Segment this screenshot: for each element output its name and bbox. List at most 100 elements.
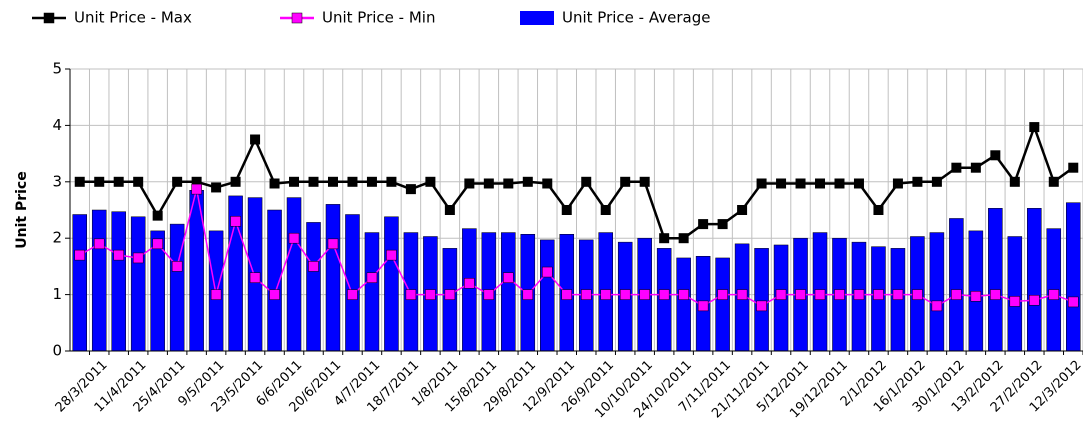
marker (619, 289, 631, 300)
marker (912, 289, 923, 300)
marker (834, 178, 845, 189)
marker (561, 205, 572, 215)
marker (386, 249, 397, 261)
marker (620, 176, 631, 187)
legend-label: Unit Price - Max (74, 9, 192, 27)
marker (1048, 176, 1059, 187)
marker (776, 178, 787, 189)
bar (364, 232, 380, 352)
legend-marker (43, 12, 55, 24)
marker (444, 289, 456, 300)
marker (191, 183, 202, 195)
marker (775, 289, 787, 300)
marker (327, 176, 338, 187)
marker (717, 289, 728, 300)
marker (1029, 122, 1040, 133)
marker (1068, 162, 1079, 173)
marker (483, 289, 495, 300)
marker (639, 176, 650, 187)
marker (756, 300, 767, 312)
y-tick-label: 4 (52, 116, 62, 134)
marker (152, 210, 163, 221)
y-tick-label: 0 (52, 342, 62, 360)
marker (269, 178, 280, 189)
marker (990, 289, 1001, 300)
y-axis-label: Unit Price (14, 171, 30, 248)
marker (697, 300, 709, 312)
line (79, 123, 1074, 240)
marker (132, 252, 144, 264)
bar (676, 257, 691, 352)
marker (503, 178, 514, 189)
marker (366, 272, 378, 283)
marker (1009, 296, 1021, 307)
marker (152, 238, 163, 250)
marker (580, 289, 592, 300)
bar (325, 204, 341, 352)
marker (912, 176, 923, 187)
bar (72, 214, 88, 352)
marker (308, 176, 319, 187)
marker (425, 176, 436, 187)
bar (968, 230, 984, 352)
marker (892, 289, 904, 300)
bar (130, 216, 146, 352)
bar (715, 257, 730, 352)
marker (1009, 176, 1020, 187)
bar (91, 209, 107, 352)
marker (483, 178, 494, 189)
marker (717, 219, 728, 230)
marker (658, 289, 670, 300)
marker (230, 216, 241, 227)
bar (169, 223, 185, 352)
bar (949, 218, 964, 352)
legend-swatch (520, 11, 554, 25)
marker (990, 150, 1001, 161)
marker (678, 233, 689, 244)
marker (581, 176, 592, 187)
marker (873, 205, 884, 215)
marker (230, 176, 241, 187)
bar (988, 208, 1003, 352)
legend-label: Unit Price - Min (322, 9, 435, 27)
marker (814, 289, 826, 300)
marker (347, 289, 358, 300)
marker (210, 289, 222, 300)
marker (815, 178, 826, 189)
marker (1068, 296, 1079, 308)
marker (74, 176, 85, 187)
marker (542, 178, 553, 189)
marker (250, 134, 261, 145)
legend-label: Unit Price - Average (562, 9, 710, 27)
marker (678, 289, 689, 300)
bar (306, 222, 321, 352)
marker (405, 184, 416, 195)
marker (94, 176, 105, 187)
y-tick-label: 1 (52, 285, 62, 303)
marker (74, 249, 85, 261)
marker (288, 232, 300, 244)
marker (464, 278, 475, 289)
marker (191, 176, 202, 187)
marker (600, 289, 611, 300)
marker (698, 219, 709, 230)
marker (249, 272, 261, 283)
legend-marker (291, 12, 303, 24)
marker (736, 289, 748, 300)
marker (308, 261, 319, 272)
bar (501, 232, 516, 352)
marker (347, 176, 358, 187)
marker (113, 249, 124, 261)
marker (405, 289, 417, 300)
marker (834, 289, 845, 300)
marker (892, 178, 903, 189)
bar (384, 216, 399, 352)
line (79, 188, 1074, 307)
marker (853, 178, 864, 189)
bar (286, 197, 302, 352)
marker (542, 266, 553, 278)
bar (540, 239, 555, 352)
marker (737, 205, 748, 215)
marker (970, 291, 982, 302)
marker (444, 205, 455, 215)
